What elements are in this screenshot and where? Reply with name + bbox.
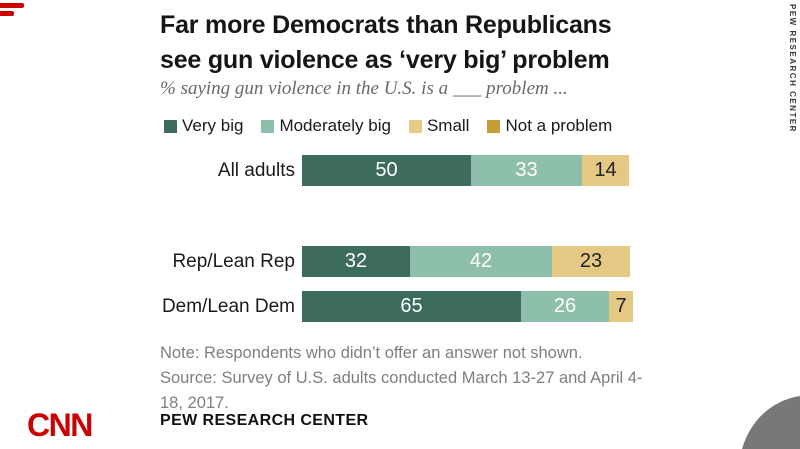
bar-segment: 7 <box>609 291 633 322</box>
legend-label: Moderately big <box>279 116 391 135</box>
chart-title-line1: Far more Democrats than Republicans <box>160 11 612 39</box>
cnn-logo: CNN <box>27 407 93 443</box>
bar-segment: 65 <box>302 291 521 322</box>
pew-wordmark: PEW RESEARCH CENTER <box>160 412 369 429</box>
legend-label: Small <box>426 116 470 135</box>
bar-row-label: Rep/Lean Rep <box>172 251 295 272</box>
vertical-attribution: PEW RESEARCH CENTER <box>788 4 797 133</box>
legend-swatch-icon <box>164 119 177 133</box>
source-line: 18, 2017. <box>160 394 229 412</box>
chart-title: Far more Democrats than Republicans see … <box>160 8 720 78</box>
bar-row: Dem/Lean Dem 65 26 7 <box>0 291 633 322</box>
legend-swatch-icon <box>487 119 501 133</box>
chart-subtitle: % saying gun violence in the U.S. is a _… <box>160 78 568 99</box>
bar-segment: 23 <box>552 246 630 277</box>
bar-row: Rep/Lean Rep 32 42 23 <box>0 246 630 277</box>
legend-label: Not a problem <box>505 116 613 135</box>
legend-swatch-icon <box>408 119 422 133</box>
bar-row-label: All adults <box>217 160 295 181</box>
bar-row-label: Dem/Lean Dem <box>161 296 295 317</box>
legend-item: Very big <box>164 116 243 136</box>
legend-label: Very big <box>182 116 244 135</box>
cnn-red-dash-icon <box>0 11 14 16</box>
cnn-red-dash-icon <box>0 3 24 8</box>
bar-segment: 26 <box>521 291 609 322</box>
bar-segment: 42 <box>410 246 552 277</box>
bar-segment: 14 <box>582 155 629 186</box>
note-line: Note: Respondents who didn’t offer an an… <box>160 344 583 362</box>
note-block: Note: Respondents who didn’t offer an an… <box>160 341 642 416</box>
legend-item: Small <box>408 116 470 136</box>
legend-item: Not a problem <box>487 116 612 136</box>
bar-segment: 50 <box>302 155 471 186</box>
chart-title-line2: see gun violence as ‘very big’ problem <box>160 46 610 74</box>
source-line: Source: Survey of U.S. adults conducted … <box>160 369 643 387</box>
legend-swatch-icon <box>261 119 275 133</box>
corner-swoosh-graphic <box>742 396 800 449</box>
bar-segment: 33 <box>471 155 582 186</box>
bar-row: All adults 50 33 14 <box>0 155 629 186</box>
legend-item: Moderately big <box>261 116 391 136</box>
legend: Very big Moderately big Small Not a problem <box>164 116 612 136</box>
bar-segment: 32 <box>302 246 410 277</box>
